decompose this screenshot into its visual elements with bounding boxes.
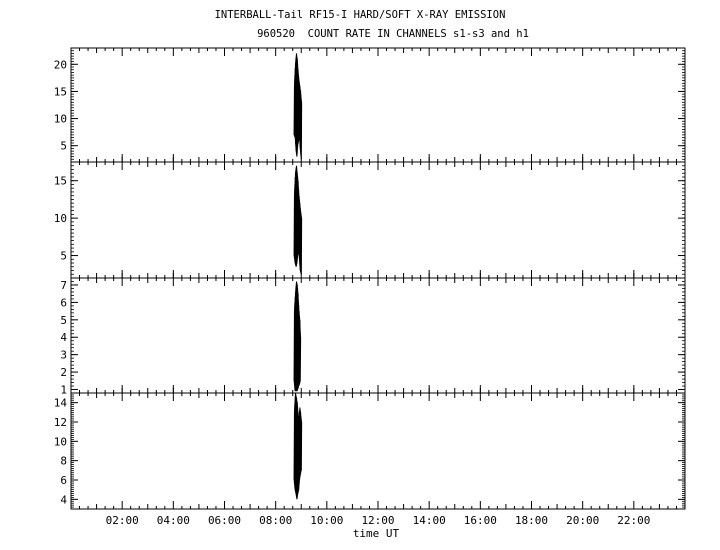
x-tick-label: 18:00 [515, 514, 548, 527]
x-axis-label: time UT [353, 527, 400, 540]
y-tick-label: 2 [60, 366, 67, 379]
series-line [293, 53, 303, 160]
y-tick-label: 14 [54, 397, 68, 410]
x-tick-label: 12:00 [361, 514, 394, 527]
y-tick-label: 10 [54, 212, 67, 225]
x-tick-label: 04:00 [157, 514, 190, 527]
y-tick-label: 8 [60, 455, 67, 468]
x-tick-label: 16:00 [464, 514, 497, 527]
y-tick-label: 15 [54, 175, 67, 188]
x-tick-label: 06:00 [208, 514, 241, 527]
panel-frame [70, 392, 686, 510]
y-tick-label: 7 [60, 279, 67, 292]
y-tick-label: 6 [60, 296, 67, 309]
panel-frame [70, 47, 686, 163]
chart-subtitle: 960520 COUNT RATE IN CHANNELS s1-s3 and … [257, 28, 529, 40]
x-tick-label: 22:00 [617, 514, 650, 527]
series-line [293, 281, 302, 392]
x-tick-label: 02:00 [106, 514, 139, 527]
y-tick-label: 12 [54, 416, 67, 429]
y-tick-label: 20 [54, 58, 67, 71]
y-tick-label: 3 [60, 349, 67, 362]
y-tick-label: 1 [60, 384, 67, 397]
y-tick-label: 15 [54, 85, 67, 98]
chart-title: INTERBALL-Tail RF15-I HARD/SOFT X-RAY EM… [214, 9, 506, 21]
y-tick-label: 5 [60, 250, 67, 263]
x-tick-label: 14:00 [413, 514, 446, 527]
panel-frame [70, 277, 686, 394]
y-tick-label: 4 [60, 493, 67, 506]
y-tick-label: 10 [54, 113, 67, 126]
y-tick-label: 10 [54, 435, 67, 448]
x-tick-label: 08:00 [259, 514, 292, 527]
y-tick-label: 6 [60, 474, 67, 487]
x-tick-label: 20:00 [566, 514, 599, 527]
y-tick-label: 5 [60, 314, 67, 327]
series-line [293, 392, 303, 500]
panel-frame [70, 161, 686, 279]
y-tick-label: 5 [60, 140, 67, 153]
x-tick-label: 10:00 [310, 514, 343, 527]
y-tick-label: 4 [60, 331, 67, 344]
series-line [293, 165, 303, 275]
